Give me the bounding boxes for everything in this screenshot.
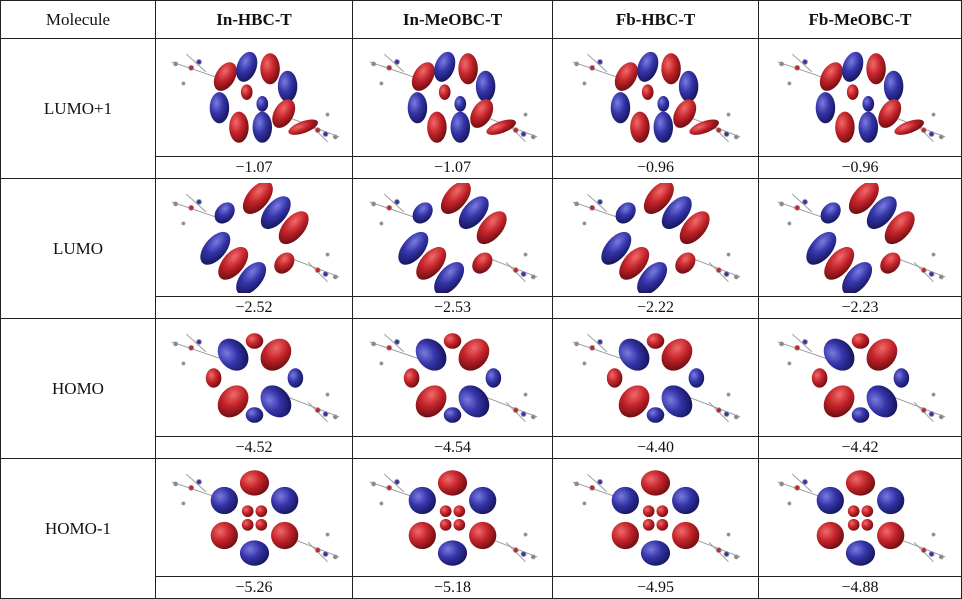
orbital-image-cell	[553, 459, 759, 577]
orbital-label: LUMO	[1, 179, 156, 319]
orbital-image	[162, 43, 347, 153]
orbital-image-cell	[553, 319, 759, 437]
energy-value: −2.53	[353, 297, 553, 319]
orbital-image	[360, 183, 545, 293]
orbital-shape	[573, 183, 740, 293]
orbital-image	[360, 323, 545, 433]
energy-value: −4.88	[759, 577, 962, 599]
orbital-image-cell	[759, 39, 962, 157]
orbital-image-cell	[759, 179, 962, 297]
orbital-image	[162, 323, 347, 433]
column-header: Molecule	[1, 1, 156, 39]
orbital-image-cell	[156, 459, 353, 577]
orbital-shape	[777, 183, 944, 293]
orbital-image	[563, 183, 748, 293]
energy-value: −0.96	[759, 157, 962, 179]
orbital-image	[563, 323, 748, 433]
orbital-shape	[370, 48, 537, 142]
energy-value: −1.07	[353, 157, 553, 179]
orbital-image-cell	[353, 179, 553, 297]
energy-value: −4.52	[156, 437, 353, 459]
energy-value: −2.22	[553, 297, 759, 319]
orbital-label: HOMO	[1, 319, 156, 459]
orbital-image	[162, 183, 347, 293]
orbital-image-cell	[353, 39, 553, 157]
orbital-row: LUMO	[1, 179, 962, 297]
energy-value: −4.95	[553, 577, 759, 599]
energy-value: −2.23	[759, 297, 962, 319]
orbital-shape	[370, 183, 537, 293]
orbital-image	[768, 323, 953, 433]
orbital-image	[563, 463, 748, 573]
energy-value: −5.18	[353, 577, 553, 599]
energy-value: −1.07	[156, 157, 353, 179]
orbital-shape	[171, 470, 338, 565]
orbital-image	[360, 43, 545, 153]
orbital-shape	[573, 470, 740, 565]
orbital-image-cell	[759, 319, 962, 437]
energy-value: −4.40	[553, 437, 759, 459]
orbital-image-cell	[156, 39, 353, 157]
orbital-image-cell	[553, 179, 759, 297]
orbital-shape	[370, 470, 537, 565]
energy-value: −4.54	[353, 437, 553, 459]
orbital-image	[563, 43, 748, 153]
orbital-row: LUMO+1	[1, 39, 962, 157]
orbital-image-cell	[156, 179, 353, 297]
energy-value: −5.26	[156, 577, 353, 599]
column-header: In-MeOBC-T	[353, 1, 553, 39]
orbital-shape	[573, 48, 740, 142]
orbital-row: HOMO	[1, 319, 962, 437]
orbital-image	[768, 43, 953, 153]
orbital-image-cell	[759, 459, 962, 577]
column-header: In-HBC-T	[156, 1, 353, 39]
column-header: Fb-MeOBC-T	[759, 1, 962, 39]
energy-value: −4.42	[759, 437, 962, 459]
orbital-image	[768, 183, 953, 293]
orbital-image	[162, 463, 347, 573]
orbital-table: MoleculeIn-HBC-TIn-MeOBC-TFb-HBC-TFb-MeO…	[0, 0, 962, 599]
orbital-image-cell	[353, 319, 553, 437]
orbital-label: LUMO+1	[1, 39, 156, 179]
energy-value: −0.96	[553, 157, 759, 179]
orbital-label: HOMO-1	[1, 459, 156, 599]
column-header: Fb-HBC-T	[553, 1, 759, 39]
orbital-shape	[171, 48, 338, 142]
orbital-image	[360, 463, 545, 573]
orbital-image	[768, 463, 953, 573]
orbital-shape	[171, 183, 338, 293]
energy-value: −2.52	[156, 297, 353, 319]
page: MoleculeIn-HBC-TIn-MeOBC-TFb-HBC-TFb-MeO…	[0, 0, 962, 598]
orbital-shape	[171, 332, 338, 423]
orbital-image-cell	[353, 459, 553, 577]
orbital-shape	[777, 48, 944, 142]
orbital-row: HOMO-1	[1, 459, 962, 577]
orbital-shape	[777, 332, 944, 423]
orbital-image-cell	[553, 39, 759, 157]
orbital-image-cell	[156, 319, 353, 437]
orbital-shape	[573, 332, 740, 423]
orbital-shape	[370, 332, 537, 423]
orbital-shape	[777, 470, 944, 565]
